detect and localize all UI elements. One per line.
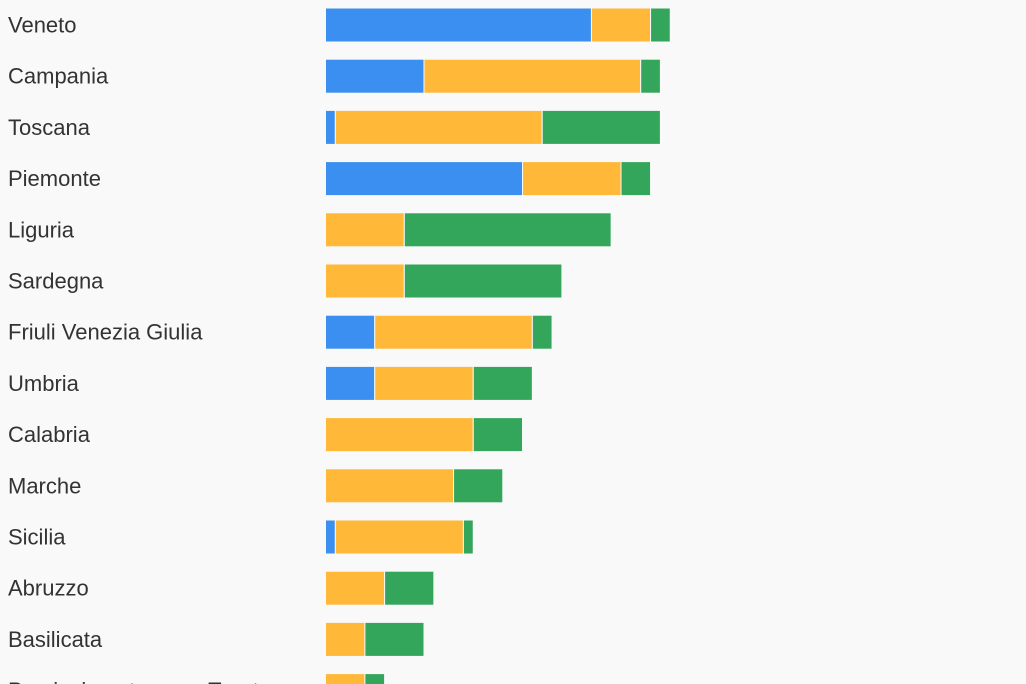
category-label: Campania xyxy=(8,64,109,89)
bar-segment-series-2[interactable] xyxy=(325,263,405,299)
bar-segment-series-2[interactable] xyxy=(423,58,642,94)
category-labels: Veneto Campania Toscana Piemonte Liguria Sard… xyxy=(8,13,271,684)
bar-segment-series-3[interactable] xyxy=(462,519,474,555)
bar-segment-series-2[interactable] xyxy=(590,7,652,43)
category-label: Umbria xyxy=(8,371,80,396)
category-label: Basilicata xyxy=(8,627,103,652)
bar-segment-series-3[interactable] xyxy=(472,417,523,453)
category-label: Friuli Venezia Giulia xyxy=(8,320,203,345)
bar-segment-series-2[interactable] xyxy=(522,161,622,197)
bar-segment-series-2[interactable] xyxy=(374,314,533,350)
bar-segment-series-3[interactable] xyxy=(403,263,563,299)
bar-segment-series-2[interactable] xyxy=(325,468,455,504)
bar-segment-series-1[interactable] xyxy=(325,58,425,94)
bar-segment-series-3[interactable] xyxy=(364,621,425,657)
bar-segment-series-1[interactable] xyxy=(325,109,336,145)
category-label: Liguria xyxy=(8,217,75,242)
category-label: Sicilia xyxy=(8,525,66,550)
bar-segment-series-1[interactable] xyxy=(325,519,336,555)
category-label: Provincia autonoma Trento xyxy=(8,678,271,684)
bar-segment-series-1[interactable] xyxy=(325,314,376,350)
category-label: Piemonte xyxy=(8,166,101,191)
bar-segment-series-1[interactable] xyxy=(325,365,376,401)
bar-segment-series-3[interactable] xyxy=(403,212,612,248)
bar-segment-series-3[interactable] xyxy=(650,7,671,43)
category-label: Calabria xyxy=(8,422,91,447)
bar-segment-series-3[interactable] xyxy=(541,109,661,145)
category-label: Abruzzo xyxy=(8,576,89,601)
bar-segment-series-2[interactable] xyxy=(334,109,543,145)
bar-segment-series-3[interactable] xyxy=(453,468,504,504)
bar-segment-series-2[interactable] xyxy=(374,365,474,401)
category-label: Sardegna xyxy=(8,269,104,294)
category-label: Marche xyxy=(8,473,81,498)
bar-segment-series-3[interactable] xyxy=(384,570,435,606)
bar-segment-series-3[interactable] xyxy=(620,161,652,197)
bar-segment-series-2[interactable] xyxy=(325,570,386,606)
bar-segment-series-2[interactable] xyxy=(325,673,366,684)
bar-segment-series-3[interactable] xyxy=(531,314,553,350)
bar-segment-series-2[interactable] xyxy=(325,417,474,453)
bar-segment-series-3[interactable] xyxy=(640,58,661,94)
bar-segment-series-3[interactable] xyxy=(364,673,386,684)
bar-segment-series-2[interactable] xyxy=(325,212,405,248)
category-label: Toscana xyxy=(8,115,91,140)
bar-segment-series-3[interactable] xyxy=(472,365,533,401)
category-label: Veneto xyxy=(8,13,77,38)
bars xyxy=(325,7,671,684)
bar-segment-series-2[interactable] xyxy=(334,519,464,555)
bar-segment-series-1[interactable] xyxy=(325,161,523,197)
bar-segment-series-1[interactable] xyxy=(325,7,592,43)
bar-segment-series-2[interactable] xyxy=(325,621,366,657)
